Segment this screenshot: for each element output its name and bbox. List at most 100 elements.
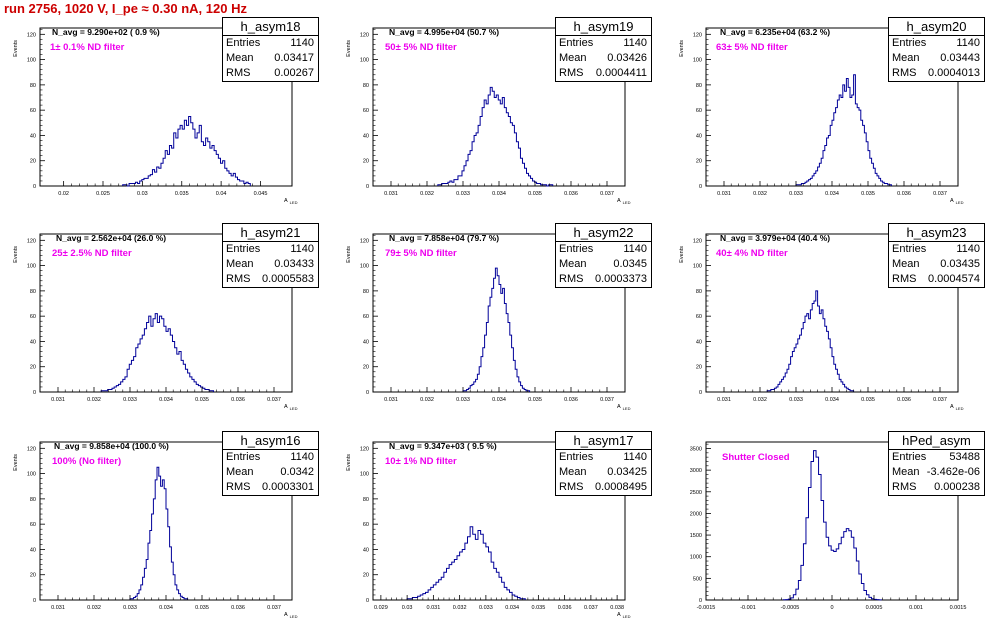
x-axis-label: A LED (617, 612, 631, 619)
stat-value: 53488 (949, 451, 980, 463)
stat-label: Entries (892, 243, 927, 255)
y-tick-label: 100 (360, 58, 369, 64)
stat-value: 1140 (290, 37, 314, 49)
navg-annotation: N_avg = 4.995e+04 (50.7 %) (389, 27, 500, 37)
x-tick-label: 0.036 (897, 397, 911, 403)
stat-row-entries: Entries 1140 (223, 450, 318, 465)
stat-box-title: h_asym17 (556, 432, 651, 450)
x-tick-label: 0.0005 (866, 605, 883, 611)
navg-annotation: N_avg = 2.562e+04 (26.0 %) (56, 233, 167, 243)
stat-label: RMS (226, 481, 251, 493)
histogram-plot: 0.029 0.03 0.031 0.032 0.033 0.034 0.035 0.036 0… (346, 441, 631, 619)
stat-row-rms: RMS 0.0003373 (556, 272, 651, 287)
stat-row-mean: Mean 0.03425 (556, 465, 651, 480)
x-axis-label: A LED (284, 612, 298, 619)
x-tick-label: 0.032 (753, 397, 767, 403)
stat-box: h_asym19 Entries 1140 Mean 0.03426 RMS 0.00044… (555, 17, 652, 82)
stat-value: 0.0342 (280, 466, 314, 478)
histogram-series (122, 115, 251, 187)
y-tick-label: 40 (363, 339, 369, 345)
histogram-plot: 0.031 0.032 0.033 0.034 0.035 0.036 0.037 0 20 40… (679, 233, 964, 411)
x-tick-label: 0.038 (610, 605, 624, 611)
y-tick-label: 0 (33, 390, 36, 396)
filter-annotation: 100% (No filter) (52, 456, 122, 467)
y-axis-label: Events (13, 246, 19, 263)
histogram-panel-h_asym21: 0.031 0.032 0.033 0.034 0.035 0.036 0.037 0 20 40… (0, 223, 330, 429)
x-tick-label: 0.031 (384, 191, 398, 197)
x-tick-label: -0.0005 (781, 605, 800, 611)
x-tick-label: 0.032 (420, 191, 434, 197)
x-tick-label: 0.031 (717, 397, 731, 403)
stat-label: Mean (226, 466, 254, 478)
stat-value: 1140 (290, 451, 314, 463)
y-tick-label: 80 (696, 289, 702, 295)
y-tick-label: 80 (363, 289, 369, 295)
y-tick-label: 120 (27, 238, 36, 244)
stat-value: 0.03433 (274, 258, 314, 270)
y-tick-label: 40 (363, 133, 369, 139)
y-tick-label: 80 (363, 497, 369, 503)
x-tick-label: 0.034 (825, 397, 839, 403)
stat-row-mean: Mean 0.03443 (889, 51, 984, 66)
stat-value: 0.0003373 (595, 273, 647, 285)
x-tick-label: 0.036 (897, 191, 911, 197)
stat-value: 0.0345 (613, 258, 647, 270)
stat-value: 0.03443 (940, 52, 980, 64)
y-tick-label: 20 (363, 159, 369, 165)
y-tick-label: 80 (30, 497, 36, 503)
y-tick-label: 3500 (690, 446, 702, 452)
stat-box-title: hPed_asym (889, 432, 984, 450)
x-axis-label: A LED (950, 198, 964, 205)
x-axis-label: A LED (617, 404, 631, 411)
stat-box-title: h_asym23 (889, 224, 984, 242)
y-tick-label: 60 (363, 522, 369, 528)
y-tick-label: 40 (696, 339, 702, 345)
stat-label: Mean (892, 466, 920, 478)
stat-value: 0.03417 (274, 52, 314, 64)
stat-row-entries: Entries 1140 (223, 242, 318, 257)
y-tick-label: 120 (360, 32, 369, 38)
y-tick-label: 40 (363, 547, 369, 553)
x-tick-label: 0.033 (789, 191, 803, 197)
stat-label: Entries (226, 37, 261, 49)
y-tick-label: 0 (366, 184, 369, 190)
stat-label: RMS (226, 67, 251, 79)
stat-row-entries: Entries 1140 (556, 242, 651, 257)
y-tick-label: 60 (30, 108, 36, 114)
y-tick-label: 2500 (690, 490, 702, 496)
x-tick-label: 0.03 (137, 191, 148, 197)
x-tick-label: 0.034 (492, 397, 506, 403)
stat-box-title: h_asym19 (556, 18, 651, 36)
stat-label: Entries (226, 243, 261, 255)
y-tick-label: 80 (30, 83, 36, 89)
x-tick-label: 0.025 (96, 191, 110, 197)
stat-label: Entries (892, 37, 927, 49)
y-tick-label: 20 (30, 365, 36, 371)
y-tick-label: 1500 (690, 533, 702, 539)
stat-row-rms: RMS 0.0003301 (223, 480, 318, 495)
stat-row-entries: Entries 1140 (556, 450, 651, 465)
stat-row-mean: Mean 0.0342 (223, 465, 318, 480)
y-tick-label: 100 (693, 58, 702, 64)
x-tick-label: 0.031 (384, 397, 398, 403)
stat-row-entries: Entries 1140 (556, 36, 651, 51)
x-tick-label: 0.035 (195, 605, 209, 611)
stat-box-title: h_asym18 (223, 18, 318, 36)
y-axis-label: Events (346, 454, 352, 471)
x-tick-label: 0.031 (51, 397, 65, 403)
stat-box: h_asym23 Entries 1140 Mean 0.03435 RMS 0.00045… (888, 223, 985, 288)
stat-label: RMS (892, 481, 917, 493)
x-tick-label: 0.036 (558, 605, 572, 611)
filter-annotation: 63± 5% ND filter (716, 42, 788, 53)
x-tick-label: 0.034 (825, 191, 839, 197)
y-axis-label: Events (679, 246, 685, 263)
stat-value: 1140 (623, 451, 647, 463)
y-tick-label: 120 (360, 238, 369, 244)
y-tick-label: 100 (27, 472, 36, 478)
y-tick-label: 120 (27, 32, 36, 38)
filter-annotation: Shutter Closed (722, 452, 790, 463)
filter-annotation: 25± 2.5% ND filter (52, 248, 132, 259)
stat-value: 0.0004013 (928, 67, 980, 79)
y-tick-label: 20 (30, 573, 36, 579)
histogram-plot: 0.031 0.032 0.033 0.034 0.035 0.036 0.037 0 20 40… (13, 233, 298, 411)
